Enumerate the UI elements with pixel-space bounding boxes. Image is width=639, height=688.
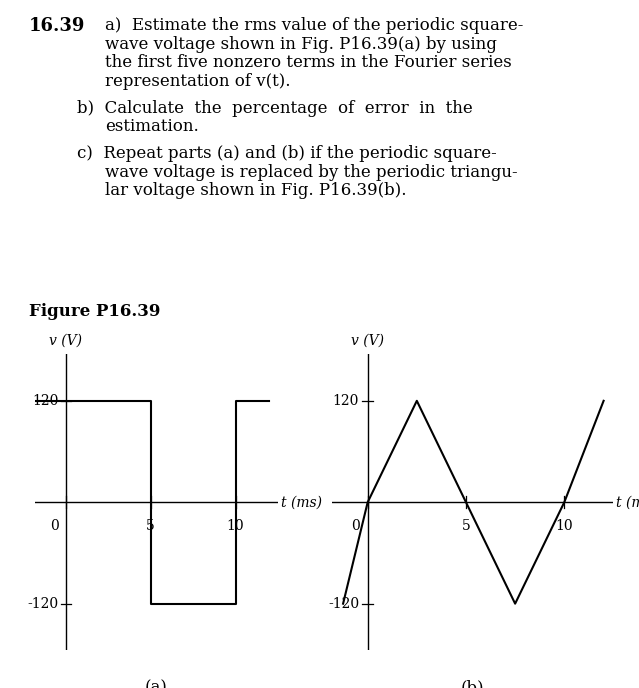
Text: representation of v(t).: representation of v(t). [105,73,291,90]
Text: 120: 120 [32,394,58,408]
Text: 5: 5 [146,519,155,533]
Text: 120: 120 [333,394,359,408]
Text: 16.39: 16.39 [29,17,85,35]
Text: b)  Calculate  the  percentage  of  error  in  the: b) Calculate the percentage of error in … [77,100,472,117]
Text: v (V): v (V) [49,334,82,347]
Text: wave voltage is replaced by the periodic triangu-: wave voltage is replaced by the periodic… [105,164,518,181]
Text: wave voltage shown in Fig. P16.39(a) by using: wave voltage shown in Fig. P16.39(a) by … [105,36,497,53]
Text: 0: 0 [50,519,59,533]
Text: 10: 10 [227,519,244,533]
Text: Figure P16.39: Figure P16.39 [29,303,160,320]
Text: -120: -120 [328,596,359,611]
Text: t (ms): t (ms) [281,495,321,509]
Text: t (ms): t (ms) [617,495,639,509]
Text: 5: 5 [461,519,470,533]
Text: v (V): v (V) [351,334,384,347]
Text: -120: -120 [27,596,58,611]
Text: the first five nonzero terms in the Fourier series: the first five nonzero terms in the Four… [105,54,512,72]
Text: c)  Repeat parts (a) and (b) if the periodic square-: c) Repeat parts (a) and (b) if the perio… [77,145,497,162]
Text: 10: 10 [555,519,573,533]
Text: (a): (a) [145,680,168,688]
Text: a)  Estimate the rms value of the periodic square-: a) Estimate the rms value of the periodi… [105,17,524,34]
Text: 0: 0 [351,519,360,533]
Text: lar voltage shown in Fig. P16.39(b).: lar voltage shown in Fig. P16.39(b). [105,182,407,200]
Text: (b): (b) [461,680,484,688]
Text: estimation.: estimation. [105,118,199,136]
